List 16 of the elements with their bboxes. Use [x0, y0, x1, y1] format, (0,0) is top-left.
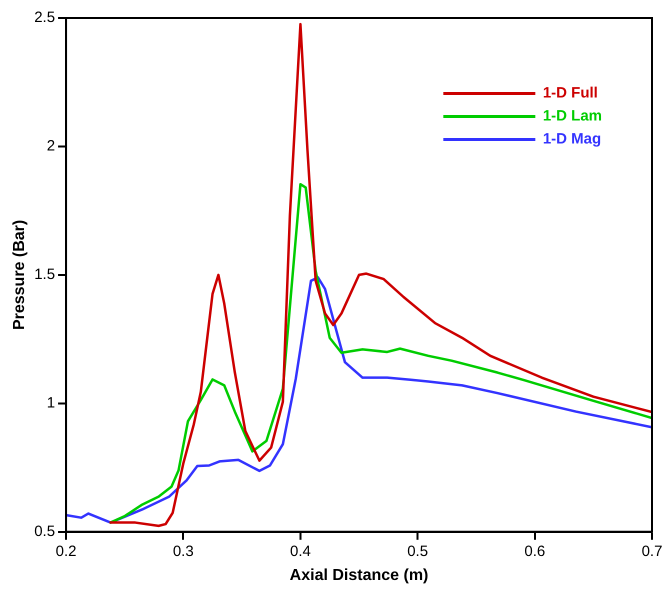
y-axis-title: Pressure (Bar)	[11, 220, 28, 330]
y-tick-label: 2	[46, 138, 56, 155]
x-tick-label: 0.7	[642, 542, 662, 560]
x-tick-label: 0.2	[56, 542, 76, 560]
y-tick-label: 1.5	[34, 266, 56, 284]
text: 1-D Full	[542, 84, 598, 102]
x-tick-label: 0.4	[290, 542, 311, 560]
x-tick-label: 0.6	[524, 542, 546, 560]
y-tick-label: 2.5	[34, 9, 56, 26]
x-tick-label: 0.3	[172, 542, 194, 560]
x-tick-label: 0.5	[407, 542, 428, 560]
text: 1-D Mag	[542, 130, 602, 148]
y-tick-label: 0.5	[34, 522, 56, 540]
text: 1-D Lam	[542, 108, 602, 125]
y-tick-label: 1	[46, 394, 56, 412]
x-axis-title: Axial Distance (m)	[290, 566, 428, 584]
